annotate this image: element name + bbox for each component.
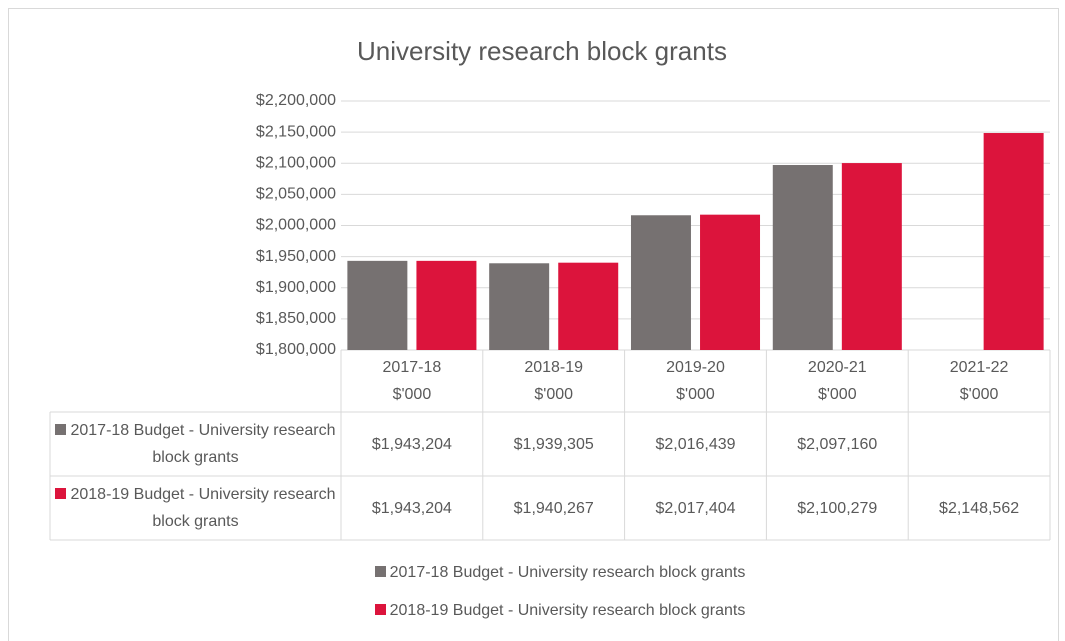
series-name: 2018-19 Budget - University research blo… bbox=[70, 486, 336, 530]
table-row-header: 2018-19 Budget - University research blo… bbox=[50, 476, 341, 540]
data-label: $2,017,404 bbox=[655, 499, 736, 517]
chart-title: University research block grants bbox=[357, 36, 727, 66]
legend-marker bbox=[374, 566, 386, 577]
x-tick-label: 2019-20 $'000 bbox=[666, 359, 725, 403]
bar bbox=[416, 260, 477, 350]
legend-marker bbox=[55, 488, 67, 499]
y-tick-label: $2,150,000 bbox=[256, 123, 336, 140]
data-label: $2,097,160 bbox=[797, 435, 878, 453]
chart-frame bbox=[8, 8, 1059, 641]
y-tick-label: $2,200,000 bbox=[256, 92, 336, 109]
bar bbox=[841, 163, 902, 350]
x-tick-label: 2018-19 $'000 bbox=[524, 359, 584, 403]
bar bbox=[558, 262, 619, 350]
y-tick-label: $1,950,000 bbox=[256, 248, 336, 265]
data-label: $1,939,305 bbox=[513, 435, 594, 453]
y-tick-label: $1,800,000 bbox=[256, 341, 336, 358]
legend-label: 2017-18 Budget - University research blo… bbox=[389, 564, 746, 581]
legend-entry: 2018-19 Budget - University research blo… bbox=[55, 602, 1065, 620]
y-tick-label: $1,900,000 bbox=[256, 279, 336, 296]
bar bbox=[983, 133, 1044, 350]
bar bbox=[630, 215, 691, 350]
table-row-header: 2017-18 Budget - University research blo… bbox=[50, 412, 341, 476]
legend-label: 2018-19 Budget - University research blo… bbox=[389, 602, 746, 619]
series-name: 2017-18 Budget - University research blo… bbox=[70, 422, 336, 466]
bar bbox=[489, 263, 550, 350]
y-tick-label: $1,850,000 bbox=[256, 310, 336, 327]
data-label: $2,148,562 bbox=[939, 499, 1020, 517]
y-tick-label: $2,100,000 bbox=[256, 154, 336, 171]
bar bbox=[347, 260, 408, 350]
legend-entry: 2017-18 Budget - University research blo… bbox=[55, 564, 1065, 582]
data-label: $1,940,267 bbox=[513, 499, 594, 517]
data-label: $1,943,204 bbox=[371, 435, 452, 453]
data-label: $2,100,279 bbox=[797, 499, 878, 517]
bar bbox=[772, 165, 833, 350]
legend-marker bbox=[374, 604, 386, 615]
y-tick-label: $2,000,000 bbox=[256, 217, 336, 234]
bar bbox=[700, 214, 761, 350]
y-tick-label: $2,050,000 bbox=[256, 186, 336, 203]
x-tick-label: 2021-22 $'000 bbox=[949, 359, 1009, 403]
data-label: $1,943,204 bbox=[371, 499, 452, 517]
data-label: $2,016,439 bbox=[655, 435, 736, 453]
x-tick-label: 2017-18 $'000 bbox=[382, 359, 442, 403]
legend-marker bbox=[55, 424, 67, 435]
x-tick-label: 2020-21 $'000 bbox=[807, 359, 867, 403]
